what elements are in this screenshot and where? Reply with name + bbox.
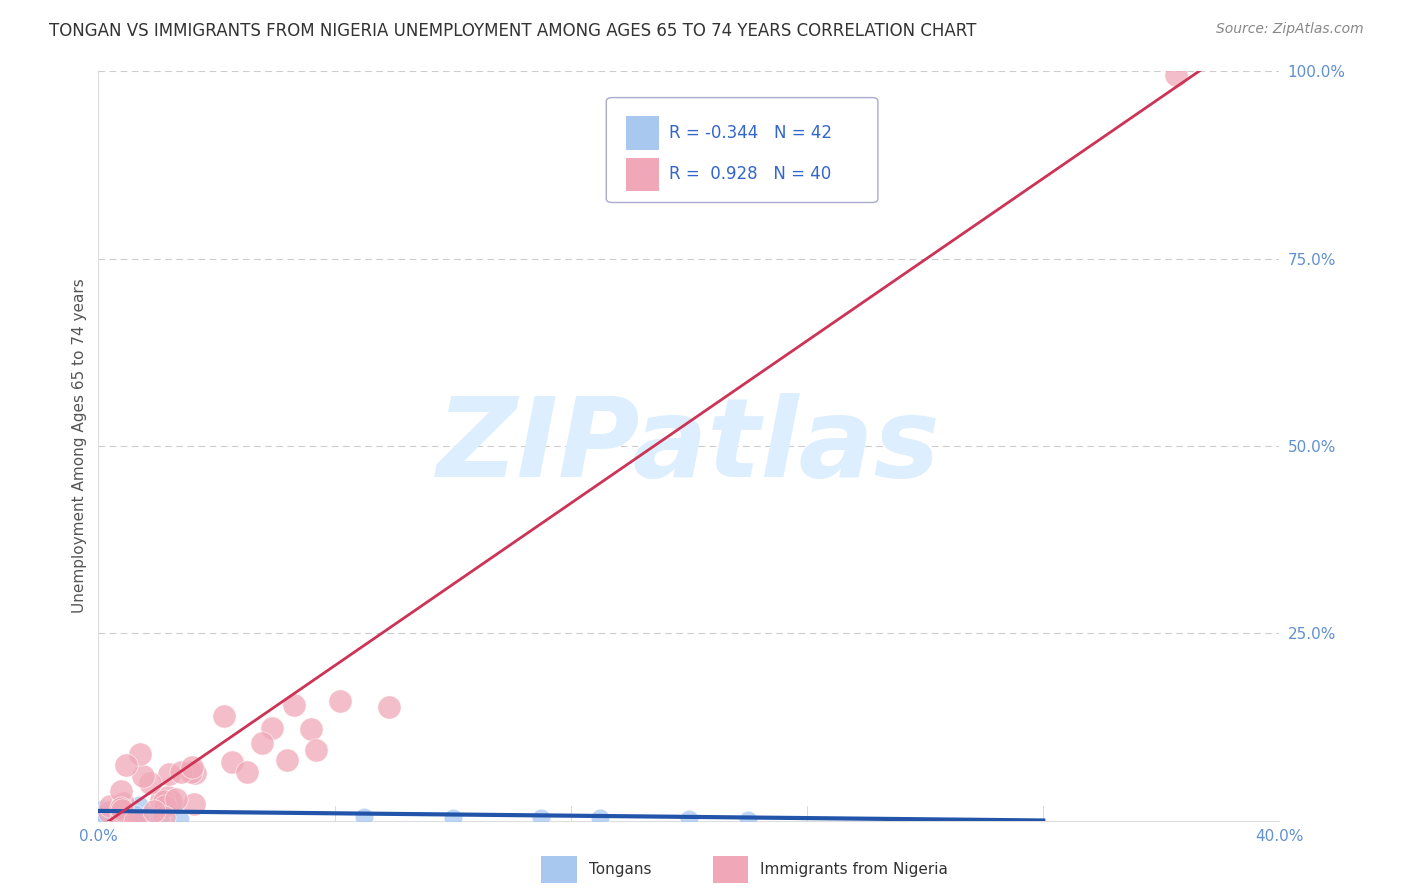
Point (111, 803, 134, 817)
Point (378, 699, 401, 714)
Point (252, 736, 274, 750)
Point (112, 796, 135, 810)
Point (117, 811, 139, 825)
Point (97, 813, 120, 827)
Text: Source: ZipAtlas.com: Source: ZipAtlas.com (1216, 22, 1364, 37)
Point (283, 698, 305, 712)
Point (91, 813, 114, 827)
Point (91, 804, 114, 818)
Text: R =  0.928   N = 40: R = 0.928 N = 40 (669, 165, 831, 183)
Point (160, 794, 183, 808)
Point (115, 758, 138, 772)
Point (117, 808, 139, 822)
Point (89, 812, 111, 826)
Point (110, 801, 132, 815)
Y-axis label: Unemployment Among Ages 65 to 74 years: Unemployment Among Ages 65 to 74 years (72, 278, 87, 614)
Point (97, 805, 120, 820)
Point (150, 792, 173, 806)
Point (90, 805, 112, 820)
Point (148, 813, 170, 827)
Point (183, 765, 205, 780)
Point (181, 760, 204, 774)
Point (153, 794, 176, 808)
Point (93, 810, 115, 824)
Point (236, 765, 259, 780)
Point (96, 812, 118, 826)
Point (90, 807, 112, 822)
FancyBboxPatch shape (626, 158, 659, 191)
Point (98, 798, 121, 813)
Point (112, 809, 135, 823)
Point (183, 797, 205, 811)
Point (221, 755, 243, 769)
Text: ZIPatlas: ZIPatlas (437, 392, 941, 500)
Point (100, 808, 122, 822)
Point (589, 811, 612, 825)
Point (103, 814, 125, 828)
Point (165, 792, 187, 806)
FancyBboxPatch shape (626, 116, 659, 150)
Point (737, 813, 759, 827)
Point (212, 708, 235, 723)
Point (111, 811, 134, 825)
FancyBboxPatch shape (606, 97, 877, 202)
Point (127, 814, 149, 828)
Point (103, 813, 125, 827)
Point (93, 806, 115, 821)
Point (329, 693, 352, 707)
Point (128, 810, 150, 824)
Text: R = -0.344   N = 42: R = -0.344 N = 42 (669, 124, 832, 142)
Point (124, 814, 146, 828)
Point (262, 722, 284, 736)
Point (143, 804, 166, 818)
Point (353, 810, 375, 824)
Point (299, 723, 322, 737)
Point (153, 799, 176, 814)
Point (121, 806, 143, 821)
Point (153, 810, 176, 824)
Point (124, 806, 146, 821)
Text: Tongans: Tongans (589, 862, 651, 877)
Point (112, 810, 135, 824)
Point (128, 747, 150, 761)
Point (110, 784, 132, 798)
Point (530, 811, 553, 825)
Point (114, 810, 136, 824)
Point (128, 797, 150, 812)
Point (157, 767, 180, 781)
Point (169, 812, 191, 826)
Point (129, 814, 152, 828)
Point (678, 812, 700, 826)
Point (104, 814, 127, 828)
Point (162, 798, 184, 813)
Point (138, 776, 160, 790)
Point (110, 805, 132, 819)
Point (180, 765, 202, 780)
Point (94, 813, 117, 827)
Text: TONGAN VS IMMIGRANTS FROM NIGERIA UNEMPLOYMENT AMONG AGES 65 TO 74 YEARS CORRELA: TONGAN VS IMMIGRANTS FROM NIGERIA UNEMPL… (49, 22, 977, 40)
Point (136, 808, 159, 822)
Point (90, 810, 112, 824)
Point (441, 811, 464, 825)
Point (156, 789, 179, 804)
Point (1166, 68, 1188, 82)
Point (108, 814, 131, 828)
Point (276, 753, 298, 767)
FancyBboxPatch shape (713, 855, 748, 883)
Text: Immigrants from Nigeria: Immigrants from Nigeria (759, 862, 948, 877)
Point (91, 802, 114, 816)
FancyBboxPatch shape (541, 855, 576, 883)
Point (304, 743, 326, 757)
Point (131, 769, 153, 783)
Point (90, 808, 112, 822)
Point (105, 811, 128, 825)
Point (170, 765, 193, 780)
Point (96, 813, 118, 827)
Point (96, 803, 118, 817)
Point (110, 805, 132, 819)
